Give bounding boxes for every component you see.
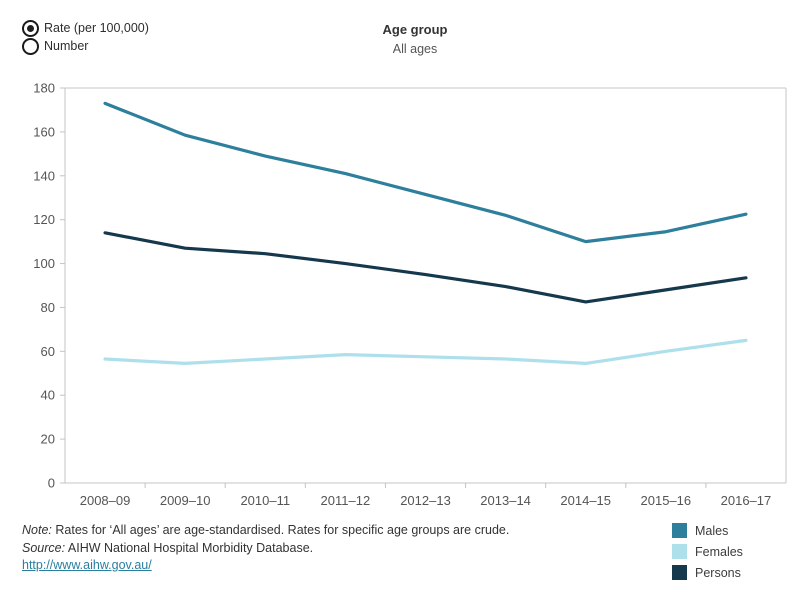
persons-legend-label: Persons [695,565,741,580]
x-axis-tick-label: 2013–14 [480,493,531,508]
persons-swatch [672,565,687,580]
radio-number-label: Number [44,39,89,53]
radio-selected-dot [27,25,34,32]
note-text: Rates for ‘All ages’ are age-standardise… [55,523,510,537]
y-axis-tick-label: 40 [41,388,55,403]
aihw-link[interactable]: http://www.aihw.gov.au/ [22,558,152,572]
y-axis-tick-label: 100 [33,256,55,271]
females-swatch [672,544,687,559]
measure-radio-group: Rate (per 100,000) Number [22,20,149,56]
source-text: AIHW National Hospital Morbidity Databas… [67,540,314,555]
females-legend-label: Females [695,544,743,559]
radio-rate-per-100000[interactable]: Rate (per 100,000) [22,20,149,37]
y-axis-tick-label: 20 [41,432,55,447]
females-line[interactable] [103,338,748,366]
chart-area: 0 20 40 60 80 100 120 140 160 180 2008–09 2009–10 20… [0,80,800,510]
source-label: Source: [22,540,66,555]
y-axis-tick-label: 160 [33,124,55,139]
radio-rate-label: Rate (per 100,000) [44,21,149,35]
y-axis-tick-label: 120 [33,212,55,227]
source-line: Source: AIHW National Hospital Morbidity… [22,540,509,558]
x-axis-tick-label: 2011–12 [321,493,371,508]
radio-button-icon[interactable] [22,20,39,37]
x-axis-tick-label: 2010–11 [240,493,290,508]
note-label: Note: [22,523,52,537]
line-chart: 0 20 40 60 80 100 120 140 160 180 2008–09 2009–10 20… [33,81,787,508]
footnotes: Note: Rates for ‘All ages’ are age-stand… [22,522,509,575]
x-axis-tick-label: 2012–13 [400,493,451,508]
x-axis-tick-label: 2014–15 [560,493,611,508]
x-axis-tick-label: 2016–17 [721,493,772,508]
y-axis-tick-label: 80 [41,300,55,315]
legend-item-persons[interactable]: Persons [672,565,743,580]
y-axis-tick-label: 0 [48,476,55,491]
radio-button-icon[interactable] [22,38,39,55]
legend-item-males[interactable]: Males [672,523,743,538]
x-axis-tick-label: 2009–10 [160,493,211,508]
radio-number[interactable]: Number [22,38,149,55]
x-axis-tick-label: 2015–16 [641,493,692,508]
persons-line[interactable] [103,231,748,304]
x-axis-tick-label: 2008–09 [80,493,131,508]
legend-item-females[interactable]: Females [672,544,743,559]
y-axis-tick-label: 140 [33,168,55,183]
chart-legend: Males Females Persons [672,523,743,586]
age-group-title: Age group [382,22,448,37]
age-group-header: Age group All ages [300,22,530,56]
age-group-selected-value: All ages [392,42,438,56]
note-line: Note: Rates for ‘All ages’ are age-stand… [22,522,509,540]
males-swatch [672,523,687,538]
males-legend-label: Males [695,523,729,538]
y-axis-tick-label: 180 [33,81,55,96]
y-axis-tick-label: 60 [41,344,55,359]
males-line[interactable] [103,101,748,244]
